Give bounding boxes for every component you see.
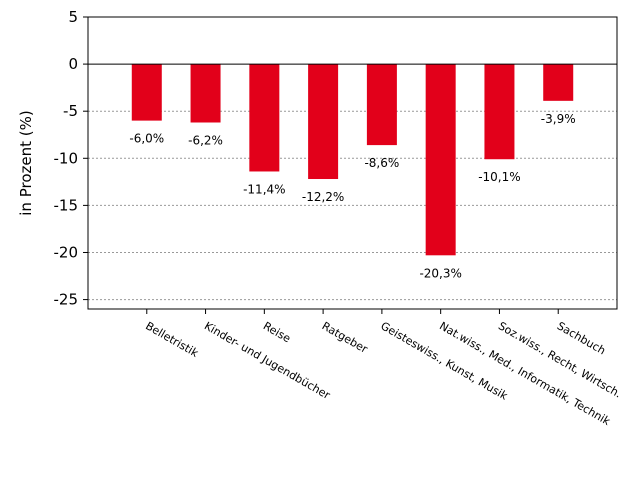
bar xyxy=(543,64,574,101)
data-label: -12,2% xyxy=(302,190,344,204)
plot-border xyxy=(87,16,618,310)
y-tick-label: -10 xyxy=(54,149,79,167)
category-label: Reise xyxy=(261,319,293,345)
category-label: Belletristik xyxy=(143,319,201,360)
bar xyxy=(308,64,339,180)
x-axis-ticks: Belletristik Kinder- und JugendbücherReis… xyxy=(143,309,624,428)
data-label: -6,0% xyxy=(129,132,164,146)
data-label: -20,3% xyxy=(419,266,461,280)
y-axis-title: in Prozent (%) xyxy=(17,110,35,215)
y-tick-label: -5 xyxy=(63,102,78,120)
category-label: Ratgeber xyxy=(320,319,371,356)
data-label: -8,6% xyxy=(364,156,399,170)
bar xyxy=(249,64,280,172)
bar xyxy=(425,64,456,256)
data-labels: -6,0% -6,2% -11,4% -12,2% -8,6% -20,3% -10,1% -… xyxy=(129,112,575,280)
bars xyxy=(131,64,574,256)
data-label: -11,4% xyxy=(243,182,285,196)
bar xyxy=(131,64,162,121)
y-tick-label: -25 xyxy=(54,291,79,309)
bar xyxy=(366,64,397,146)
y-tick-label: -20 xyxy=(54,243,79,261)
bar xyxy=(190,64,221,123)
category-label: Sachbuch xyxy=(555,319,608,357)
y-tick-label: -15 xyxy=(54,196,79,214)
data-label: -3,9% xyxy=(541,112,576,126)
grid-lines xyxy=(88,110,617,301)
data-label: -6,2% xyxy=(188,133,223,147)
y-tick-label: 0 xyxy=(68,55,78,73)
plot-frame xyxy=(87,16,618,310)
bar xyxy=(484,64,515,160)
y-tick-label: 5 xyxy=(68,8,78,26)
y-axis-ticks: 5 0 -5 -10 -15 -20 -25 xyxy=(54,8,88,309)
data-label: -10,1% xyxy=(478,170,520,184)
